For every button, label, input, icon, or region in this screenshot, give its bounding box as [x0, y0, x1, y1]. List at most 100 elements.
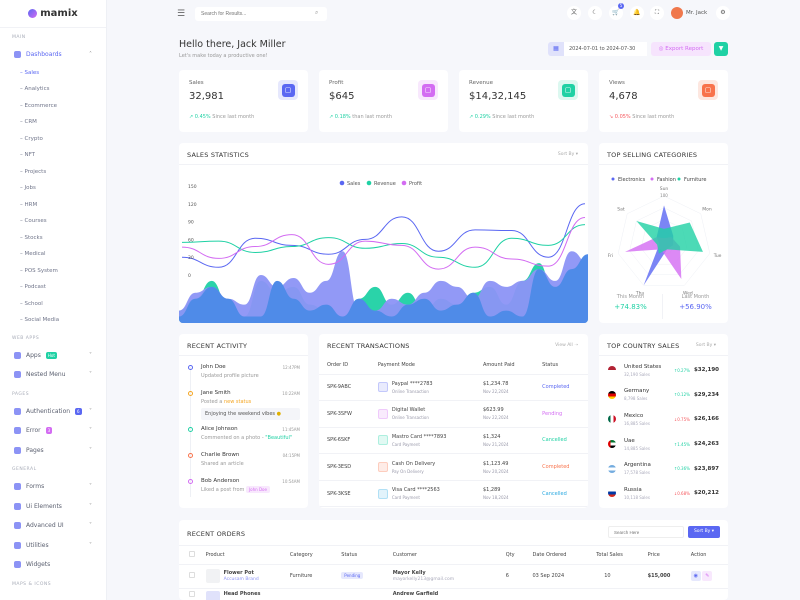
table-row[interactable]: SPK-3KSE Visa Card ****2563 Card Payment … — [319, 480, 588, 508]
sidebar-item-social-media[interactable]: – Social Media — [20, 317, 60, 323]
timeline-dot — [188, 479, 193, 484]
sidebar-item-forms[interactable]: Forms ˅ — [0, 477, 106, 497]
translate-icon[interactable]: 文 — [567, 6, 581, 20]
country-row[interactable]: Argentina 17,578 Sales ↑0.36% $23,897 — [599, 456, 728, 481]
sidebar-item-apps[interactable]: Apps Hot ˅ — [0, 346, 106, 366]
bell-icon[interactable]: 🔔 — [630, 6, 644, 20]
stat-value: 32,981 — [189, 91, 224, 102]
search-input[interactable] — [195, 7, 327, 21]
user-name[interactable]: Mr. Jack — [686, 10, 708, 16]
country-row[interactable]: United States 32,190 Sales ↑0.27% $32,190 — [599, 358, 728, 383]
sidebar-item-medical[interactable]: – Medical — [20, 251, 46, 257]
stat-change: 0.18% — [334, 114, 351, 120]
sidebar-item-dashboards[interactable]: Dashboards ˄ — [0, 45, 106, 65]
sidebar-item-hrm[interactable]: – HRM — [20, 201, 38, 208]
sidebar-item-advanced-ui[interactable]: Advanced UI ˅ — [0, 516, 106, 536]
fullscreen-icon[interactable]: ⛶ — [650, 6, 664, 20]
theme-icon[interactable]: ☾ — [588, 6, 602, 20]
user-tag[interactable]: John Doe — [246, 486, 270, 493]
error-icon — [14, 427, 21, 435]
column-header: Customer — [388, 546, 502, 565]
sidebar-item-pos-system[interactable]: – POS System — [20, 267, 58, 274]
legend-profit[interactable]: Profit — [409, 181, 422, 187]
column-header: Total Sales — [592, 546, 644, 565]
chevron-down-icon: ˅ — [89, 407, 92, 415]
sidebar-item-jobs[interactable]: – Jobs — [20, 185, 36, 191]
table-row[interactable]: SPK-3ESD Cash On Delivery Pay On Delivery… — [319, 453, 588, 481]
view-icon[interactable]: ◉ — [690, 571, 701, 581]
trend-down-icon: ↘ — [609, 114, 614, 120]
country-row[interactable]: Germany 8,798 Sales ↑0.12% $29,234 — [599, 383, 728, 408]
cart-icon[interactable]: 🛒 5 — [609, 3, 624, 20]
column-header: Status — [337, 546, 389, 565]
sidebar-item-courses[interactable]: – Courses — [20, 218, 47, 224]
utilities-icon — [14, 541, 21, 549]
date-range-input[interactable]: 2024-07-01 to 2024-07-30 — [564, 42, 647, 56]
table-row[interactable]: SPK-6SKF Mastro Card ****7893 Card Paymen… — [319, 427, 588, 455]
pages-icon — [14, 446, 21, 454]
sidebar-item-authentication[interactable]: Authentication 6 ˅ — [0, 402, 106, 422]
row-checkbox[interactable] — [189, 590, 195, 597]
search-icon[interactable]: ⌕ — [315, 9, 319, 16]
sidebar-item-crypto[interactable]: – Crypto — [20, 135, 43, 142]
sidebar-item-ui-elements[interactable]: Ui Elements ˅ — [0, 497, 106, 517]
table-row[interactable]: Flower Pot Accusam Brand Furniture Pendin… — [179, 564, 728, 589]
logo[interactable]: mamix — [0, 0, 106, 28]
section-main: MAIN — [12, 35, 26, 40]
legend-electronics[interactable]: Electronics — [618, 177, 646, 183]
avatar[interactable] — [671, 7, 683, 19]
sidebar-item-analytics[interactable]: – Analytics — [20, 86, 50, 92]
sort-by-button[interactable]: Sort By ▾ — [688, 526, 720, 538]
timeline-line — [190, 367, 191, 497]
sidebar-item-ecommerce[interactable]: – Ecommerce — [20, 102, 58, 109]
table-row[interactable]: SPK-9ABC Paypal ****2783 Online Transacti… — [319, 374, 588, 402]
view-all-link[interactable]: View All ➝ — [555, 343, 578, 348]
sidebar-item-sales[interactable]: – Sales — [20, 69, 40, 76]
stat-change: 0.29% — [474, 114, 491, 120]
legend-sales[interactable]: Sales — [347, 181, 361, 187]
country-row[interactable]: Russia 10,118 Sales ↓0.68% $20,212 — [599, 481, 728, 506]
sidebar-item-projects[interactable]: – Projects — [20, 168, 47, 175]
settings-icon[interactable]: ⚙ — [716, 6, 730, 20]
sidebar-item-nft[interactable]: – NFT — [20, 152, 36, 158]
legend-revenue[interactable]: Revenue — [374, 181, 396, 187]
legend-marker — [677, 177, 681, 181]
table-row[interactable]: SPK-3SFW Digital Wallet Online Transactio… — [319, 400, 588, 428]
sidebar-item-stocks[interactable]: – Stocks — [20, 234, 43, 241]
sidebar-item-widgets[interactable]: Widgets — [0, 555, 106, 575]
flag-russia-icon — [608, 489, 616, 498]
country-row[interactable]: Uae 14,885 Sales ↑1.45% $24,263 — [599, 432, 728, 457]
export-report-button[interactable]: ◎ Export Report — [651, 42, 711, 56]
calendar-icon[interactable]: ▦ — [548, 42, 564, 56]
sidebar-item-nested-menu[interactable]: Nested Menu ˅ — [0, 365, 106, 385]
sidebar-item-crm[interactable]: – CRM — [20, 119, 37, 125]
sort-by-dropdown[interactable]: Sort By ▾ — [557, 152, 578, 157]
row-checkbox[interactable] — [189, 572, 195, 578]
product-image — [205, 569, 220, 583]
menu-toggle-icon[interactable]: ☰ — [177, 9, 186, 19]
sidebar-item-utilities[interactable]: Utilities ˅ — [0, 536, 106, 556]
card-title: TOP COUNTRY SALES — [599, 334, 728, 356]
radar-furniture: Furniture — [636, 221, 703, 254]
orders-search-input[interactable] — [608, 526, 684, 538]
edit-icon[interactable]: ✎ — [702, 571, 713, 581]
timeline-dot — [188, 391, 193, 396]
sales-statistics-card: SALES STATISTICS Sort By ▾ 150 120 90 60 30 0… — [179, 143, 588, 323]
status-badge: Completed — [534, 374, 588, 402]
sidebar-item-school[interactable]: – School — [20, 300, 43, 307]
radar-axis-label: Wed — [683, 291, 693, 296]
y-tick-label: 0 — [188, 273, 191, 279]
sidebar-item-podcast[interactable]: – Podcast — [20, 284, 46, 290]
status-badge: Pending — [534, 400, 588, 428]
cash-icon — [377, 462, 388, 473]
legend-fashion[interactable]: Fashion — [657, 177, 676, 183]
legend-furniture[interactable]: Furniture — [684, 177, 706, 183]
sidebar-item-error[interactable]: Error 3 ˅ — [0, 421, 106, 441]
section-web-apps: WEB APPS — [12, 335, 40, 341]
table-row[interactable]: Head Phones Andrew Garfield — [179, 588, 728, 600]
country-row[interactable]: Mexico 16,885 Sales ↓0.75% $26,166 — [599, 407, 728, 432]
filter-button[interactable]: ▼ — [714, 42, 728, 56]
sort-by-dropdown[interactable]: Sort By ▾ — [695, 343, 716, 348]
sidebar-item-pages[interactable]: Pages ˅ — [0, 441, 106, 461]
select-all-checkbox[interactable] — [189, 550, 195, 557]
